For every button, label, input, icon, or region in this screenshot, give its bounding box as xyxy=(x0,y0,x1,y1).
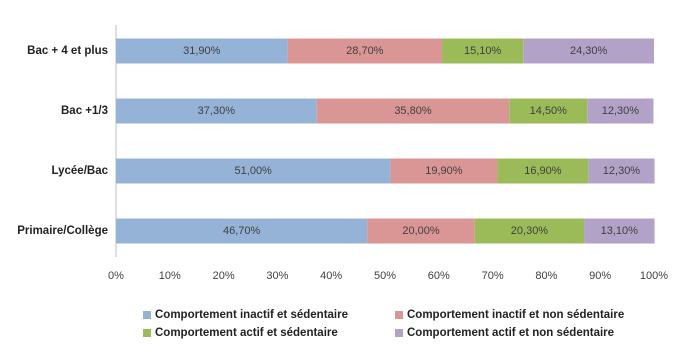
value-label: 51,00% xyxy=(235,165,273,177)
legend-swatch xyxy=(395,311,403,319)
x-tick-label: 40% xyxy=(320,270,342,282)
value-label: 19,90% xyxy=(425,165,463,177)
x-tick-label: 20% xyxy=(213,270,235,282)
legend-swatch xyxy=(143,311,151,319)
bar-segment xyxy=(509,98,588,124)
value-label: 12,30% xyxy=(602,105,640,117)
bar-segment xyxy=(588,158,655,184)
y-tick-label: Lycée/Bac xyxy=(52,165,109,177)
bar-segment xyxy=(584,218,655,244)
bar-segment xyxy=(367,218,475,244)
bar-segment xyxy=(523,38,654,64)
value-label: 31,90% xyxy=(183,45,221,57)
value-label: 12,30% xyxy=(603,165,641,177)
bar-segment xyxy=(390,158,498,184)
value-label: 20,00% xyxy=(402,225,440,237)
y-tick-label: Bac +1/3 xyxy=(61,105,108,117)
x-tick-label: 80% xyxy=(535,270,557,282)
y-tick-label: Primaire/Collège xyxy=(17,225,108,237)
legend-label: Comportement actif et sédentaire xyxy=(155,327,338,339)
bar-segment xyxy=(116,98,317,124)
value-label: 35,80% xyxy=(394,105,432,117)
bar-segment xyxy=(442,38,524,64)
legend-swatch xyxy=(143,329,151,337)
legend-label: Comportement inactif et sédentaire xyxy=(155,309,348,321)
x-tick-label: 70% xyxy=(482,270,504,282)
x-tick-label: 0% xyxy=(108,270,124,282)
x-tick-label: 10% xyxy=(159,270,181,282)
x-tick-label: 30% xyxy=(266,270,288,282)
y-tick-label: Bac + 4 et plus xyxy=(27,45,108,57)
value-label: 46,70% xyxy=(223,225,261,237)
bar-segment xyxy=(497,158,589,184)
value-label: 16,90% xyxy=(524,165,562,177)
value-label: 24,30% xyxy=(570,45,608,57)
bar-segment xyxy=(474,218,585,244)
bar-segment xyxy=(116,38,288,64)
bar-segment xyxy=(116,218,368,244)
x-tick-label: 100% xyxy=(640,270,668,282)
bar-segment xyxy=(587,98,654,124)
bar-segment xyxy=(316,98,510,124)
value-label: 20,30% xyxy=(511,225,549,237)
value-label: 14,50% xyxy=(530,105,568,117)
value-label: 28,70% xyxy=(346,45,384,57)
x-tick-label: 50% xyxy=(374,270,396,282)
x-tick-label: 60% xyxy=(428,270,450,282)
value-label: 15,10% xyxy=(464,45,502,57)
legend-label: Comportement actif et non sédentaire xyxy=(407,327,614,339)
x-tick-label: 90% xyxy=(589,270,611,282)
legend-label: Comportement inactif et non sédentaire xyxy=(407,309,624,321)
legend-swatch xyxy=(395,329,403,337)
value-label: 37,30% xyxy=(198,105,236,117)
bar-segment xyxy=(287,38,443,64)
value-label: 13,10% xyxy=(601,225,639,237)
bar-segment xyxy=(116,158,391,184)
